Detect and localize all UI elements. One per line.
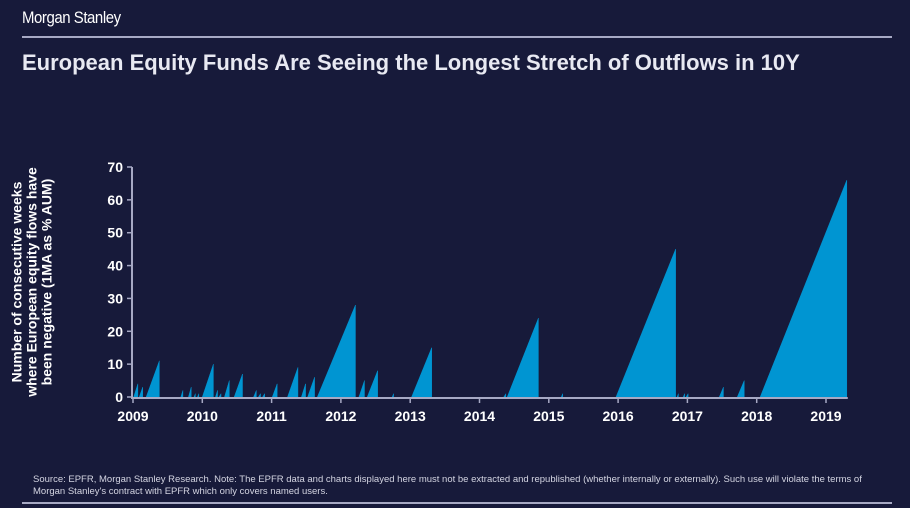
x-tick-label: 2015 bbox=[533, 408, 564, 424]
x-tick-label: 2017 bbox=[672, 408, 703, 424]
area-episode bbox=[145, 360, 160, 398]
area-episode bbox=[224, 380, 230, 398]
area-episode bbox=[759, 180, 848, 398]
area-episode bbox=[685, 392, 689, 398]
area-episode bbox=[560, 393, 563, 398]
area-episode bbox=[682, 393, 685, 398]
x-tick-label: 2013 bbox=[395, 408, 426, 424]
brand-logo: Morgan Stanley bbox=[22, 8, 121, 27]
x-tick-label: 2010 bbox=[187, 408, 218, 424]
area-episode bbox=[718, 387, 724, 398]
area-episode bbox=[201, 364, 214, 398]
axis-layer bbox=[127, 166, 848, 403]
x-tick-label: 2019 bbox=[810, 408, 841, 424]
page-title: European Equity Funds Are Seeing the Lon… bbox=[22, 50, 800, 75]
y-tick-label: 20 bbox=[107, 323, 123, 339]
y-tick-label: 70 bbox=[107, 159, 123, 175]
y-tick-label: 60 bbox=[107, 192, 123, 208]
area-episode bbox=[316, 304, 356, 398]
area-episode bbox=[262, 392, 265, 398]
source-note: Source: EPFR, Morgan Stanley Research. N… bbox=[33, 474, 862, 497]
y-tick-label: 10 bbox=[107, 356, 123, 372]
y-tick-label: 0 bbox=[115, 389, 123, 405]
area-episode bbox=[188, 387, 192, 398]
x-tick-label: 2009 bbox=[117, 408, 148, 424]
y-tick-label: 30 bbox=[107, 290, 123, 306]
area-episode bbox=[180, 390, 184, 398]
y-tick-label: 50 bbox=[107, 225, 123, 241]
area-episode bbox=[257, 392, 261, 398]
area-episode bbox=[307, 377, 315, 398]
area-episode bbox=[215, 390, 218, 398]
x-tick-label: 2014 bbox=[464, 408, 495, 424]
area-episode bbox=[736, 380, 745, 398]
area-episode bbox=[287, 367, 299, 398]
area-episode bbox=[197, 393, 200, 398]
area-episode bbox=[391, 393, 394, 398]
area-episode bbox=[193, 393, 196, 398]
area-episode bbox=[506, 318, 539, 398]
area-episode bbox=[615, 249, 676, 398]
area-episode bbox=[301, 383, 306, 398]
area-episode bbox=[271, 383, 278, 398]
area-episode bbox=[218, 392, 222, 398]
area-episode bbox=[411, 347, 432, 398]
area-episode bbox=[358, 380, 365, 398]
x-tick-label: 2016 bbox=[603, 408, 634, 424]
x-tick-label: 2018 bbox=[741, 408, 772, 424]
area-episode bbox=[253, 390, 257, 398]
area-episode bbox=[133, 383, 139, 398]
area-episode bbox=[676, 393, 679, 398]
x-tick-label: 2012 bbox=[325, 408, 356, 424]
area-episode bbox=[503, 392, 507, 398]
y-tick-label: 40 bbox=[107, 258, 123, 274]
x-tick-label: 2011 bbox=[256, 408, 287, 424]
area-episode bbox=[233, 373, 243, 398]
area-episode bbox=[138, 387, 143, 398]
header-divider bbox=[22, 36, 892, 38]
tick-label-layer: 0 10 20 30 40 50 60 70 2009 2010 2011 2012 2013 2014 2… bbox=[107, 159, 841, 424]
footer-divider bbox=[22, 502, 892, 504]
area-episode bbox=[366, 370, 378, 398]
area-layer bbox=[133, 180, 848, 398]
